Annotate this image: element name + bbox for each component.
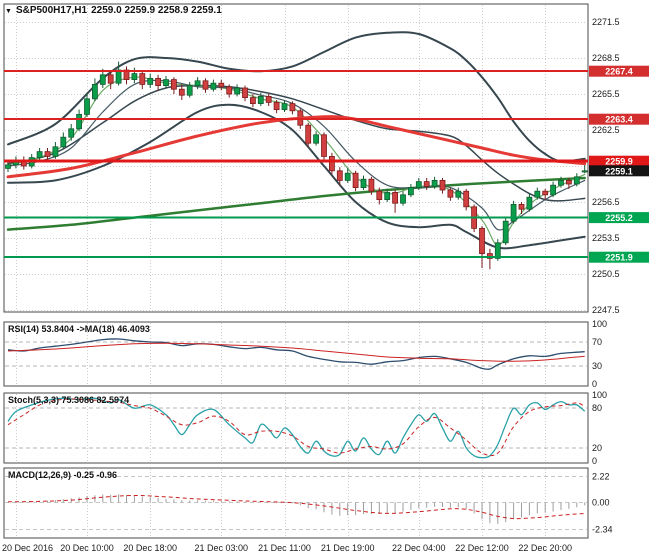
svg-text:2262.5: 2262.5 — [592, 125, 620, 135]
svg-text:21 Dec 11:00: 21 Dec 11:00 — [258, 543, 311, 553]
svg-text:2253.5: 2253.5 — [592, 233, 620, 243]
svg-text:2251.9: 2251.9 — [605, 253, 633, 263]
svg-text:22 Dec 20:00: 22 Dec 20:00 — [518, 543, 572, 553]
svg-text:20: 20 — [592, 443, 602, 453]
svg-text:20 Dec 10:00: 20 Dec 10:00 — [60, 543, 114, 553]
svg-text:2271.5: 2271.5 — [592, 17, 620, 27]
svg-text:21 Dec 03:00: 21 Dec 03:00 — [195, 543, 249, 553]
svg-text:2.22: 2.22 — [592, 472, 610, 482]
svg-text:80: 80 — [592, 403, 602, 413]
svg-text:2250.5: 2250.5 — [592, 269, 620, 279]
svg-text:0.00: 0.00 — [592, 497, 610, 507]
svg-text:2267.4: 2267.4 — [605, 67, 633, 77]
svg-text:20 Dec 18:00: 20 Dec 18:00 — [123, 543, 177, 553]
chart-symbol: S&P500H17,H1 — [15, 5, 88, 16]
svg-text:2259.1: 2259.1 — [605, 166, 633, 176]
svg-text:2263.4: 2263.4 — [605, 115, 633, 125]
chart-title: ▼ S&P500H17,H1 2259.0 2259.9 2258.9 2259… — [5, 5, 222, 16]
svg-text:22 Dec 12:00: 22 Dec 12:00 — [455, 543, 509, 553]
svg-text:2259.9: 2259.9 — [605, 157, 633, 167]
svg-text:100: 100 — [592, 319, 607, 329]
svg-text:2268.5: 2268.5 — [592, 53, 620, 63]
svg-text:-2.34: -2.34 — [592, 525, 613, 535]
chart-ohlc: 2259.0 2259.9 2258.9 2259.1 — [91, 5, 222, 16]
svg-text:2265.5: 2265.5 — [592, 89, 620, 99]
svg-text:30: 30 — [592, 361, 602, 371]
svg-text:22 Dec 04:00: 22 Dec 04:00 — [392, 543, 446, 553]
svg-text:0: 0 — [592, 456, 597, 466]
rsi-indicator-label: RSI(14) 53.8404 ->MA(18) 46.4093 — [8, 324, 150, 334]
symbol-marker-icon: ▼ — [5, 8, 12, 15]
macd-indicator-label: MACD(12,26,9) -0.25 -0.96 — [8, 470, 118, 480]
svg-text:20 Dec 2016: 20 Dec 2016 — [2, 543, 53, 553]
svg-text:0: 0 — [592, 379, 597, 389]
svg-text:2247.5: 2247.5 — [592, 305, 620, 315]
svg-text:2256.5: 2256.5 — [592, 197, 620, 207]
svg-text:70: 70 — [592, 337, 602, 347]
svg-text:21 Dec 19:00: 21 Dec 19:00 — [321, 543, 375, 553]
stochastic-indicator-label: Stoch(5,3,3) 75.3086 82.5974 — [8, 395, 130, 405]
svg-text:100: 100 — [592, 390, 607, 400]
svg-text:2255.2: 2255.2 — [605, 213, 633, 223]
